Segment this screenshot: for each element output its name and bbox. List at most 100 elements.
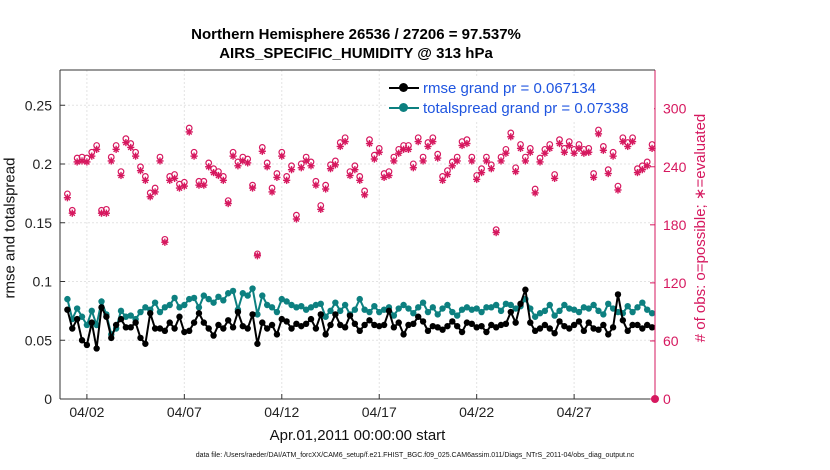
legend-item-rmse: rmse grand pr = 0.067134 xyxy=(387,78,596,98)
obs-evaluated-point xyxy=(156,157,164,165)
obs-evaluated-point xyxy=(599,146,607,154)
rmse-series-point xyxy=(190,319,198,326)
spread-series-point xyxy=(575,308,583,316)
rmse-series-point xyxy=(541,321,549,329)
obs-evaluated-point xyxy=(502,149,510,157)
rmse-series-point xyxy=(609,324,617,331)
spread-series-point xyxy=(502,300,510,308)
rmse-series-point xyxy=(186,327,193,335)
rmse-series-point xyxy=(590,325,597,332)
rmse-series-point xyxy=(73,315,81,323)
obs-evaluated-point xyxy=(336,142,344,151)
obs-evaluated-point xyxy=(229,152,237,160)
x-tick-label: 04/07 xyxy=(167,404,202,420)
rmse-series-point xyxy=(263,325,271,332)
obs-evaluated-point xyxy=(492,228,500,237)
rmse-series-point xyxy=(488,321,495,329)
rmse-series-point xyxy=(536,325,544,332)
rmse-series-point xyxy=(132,319,139,326)
spread-series-point xyxy=(424,308,432,316)
spread-series-point xyxy=(263,301,271,309)
obs-evaluated-point xyxy=(624,142,632,151)
obs-evaluated-point xyxy=(551,174,559,182)
rmse-series-point xyxy=(259,319,266,326)
obs-evaluated-point xyxy=(453,157,461,165)
y-left-tick-label: 0.25 xyxy=(25,97,52,113)
obs-evaluated-point xyxy=(180,182,188,190)
obs-evaluated-point xyxy=(497,157,505,165)
rmse-series-point xyxy=(205,325,212,332)
chart-title-line1: Northern Hemisphere 26536 / 27206 = 97.5… xyxy=(191,26,521,43)
legend-item-spread: totalspread grand pr = 0.07338 xyxy=(387,98,629,118)
rmse-series-point xyxy=(317,311,324,318)
spread-series-point xyxy=(458,306,466,313)
rmse-series-point xyxy=(78,337,86,344)
spread-series-point xyxy=(546,301,553,309)
spread-series-point xyxy=(117,307,125,315)
legend-label-spread: totalspread grand pr = 0.07338 xyxy=(423,99,629,117)
obs-evaluated-point xyxy=(312,181,320,189)
obs-evaluated-point xyxy=(268,188,276,196)
rmse-series-point xyxy=(147,310,154,317)
rmse-series-point xyxy=(83,341,91,349)
obs-evaluated-point xyxy=(117,171,125,180)
spread-series-point xyxy=(405,305,412,312)
obs-evaluated-point xyxy=(326,165,335,173)
rmse-series-point xyxy=(570,321,578,329)
obs-evaluated-point xyxy=(307,162,315,170)
rmse-series-point xyxy=(356,327,363,335)
rmse-series-point xyxy=(585,319,592,326)
spread-series-point xyxy=(624,302,631,310)
spread-series-point xyxy=(332,299,339,306)
obs-evaluated-point xyxy=(370,155,378,163)
obs-evaluated-point xyxy=(477,168,486,177)
rmse-series-point xyxy=(249,311,256,318)
spread-series-point xyxy=(186,295,193,303)
spread-series-point xyxy=(590,301,597,309)
spread-series-point xyxy=(302,306,310,313)
obs-evaluated-point xyxy=(258,147,266,155)
y-axis-right-label: # of obs: o=possible; ∗=evaluated xyxy=(692,113,709,343)
obs-evaluated-point xyxy=(512,168,520,176)
spread-series-point xyxy=(488,304,495,311)
spread-series-point xyxy=(293,304,300,311)
obs-evaluated-point xyxy=(638,166,646,174)
rmse-series-point xyxy=(395,319,402,326)
spread-series-point xyxy=(512,305,519,312)
spread-series-point xyxy=(434,311,441,318)
rmse-series-point xyxy=(517,300,524,308)
rmse-series-point xyxy=(380,321,388,329)
obs-evaluated-point xyxy=(136,167,145,175)
spread-series-point xyxy=(161,304,169,311)
rmse-series-point xyxy=(614,291,622,298)
x-tick-label: 04/22 xyxy=(459,404,494,420)
obs-evaluated-point xyxy=(73,158,81,166)
spread-series-point xyxy=(166,301,173,309)
obs-evaluated-point xyxy=(200,181,208,189)
spread-series-point xyxy=(273,308,281,316)
spread-series-point xyxy=(585,305,592,312)
obs-evaluated-point xyxy=(414,138,422,146)
rmse-series-point xyxy=(439,326,446,333)
rmse-series-point xyxy=(619,317,627,324)
spread-series-point xyxy=(181,301,188,309)
spread-series-point xyxy=(356,295,363,303)
obs-evaluated-point xyxy=(361,191,369,199)
rmse-series-point xyxy=(307,315,315,323)
rmse-series-point xyxy=(210,332,217,339)
spread-series-point xyxy=(249,285,256,292)
rmse-series-point xyxy=(64,306,71,313)
spread-series-point xyxy=(200,292,208,299)
spread-series-point xyxy=(376,308,383,316)
rmse-series-point xyxy=(229,324,237,331)
spread-series-point xyxy=(473,305,480,312)
spread-series-point xyxy=(492,301,500,309)
rmse-series-point xyxy=(127,324,134,331)
x-tick-label: 04/27 xyxy=(557,404,592,420)
rmse-series-point xyxy=(337,321,344,329)
spread-series-point xyxy=(395,305,402,312)
rmse-series-point xyxy=(531,327,539,335)
obs-evaluated-point xyxy=(604,169,612,178)
obs-evaluated-point xyxy=(590,173,598,182)
rmse-series-point xyxy=(254,340,261,347)
